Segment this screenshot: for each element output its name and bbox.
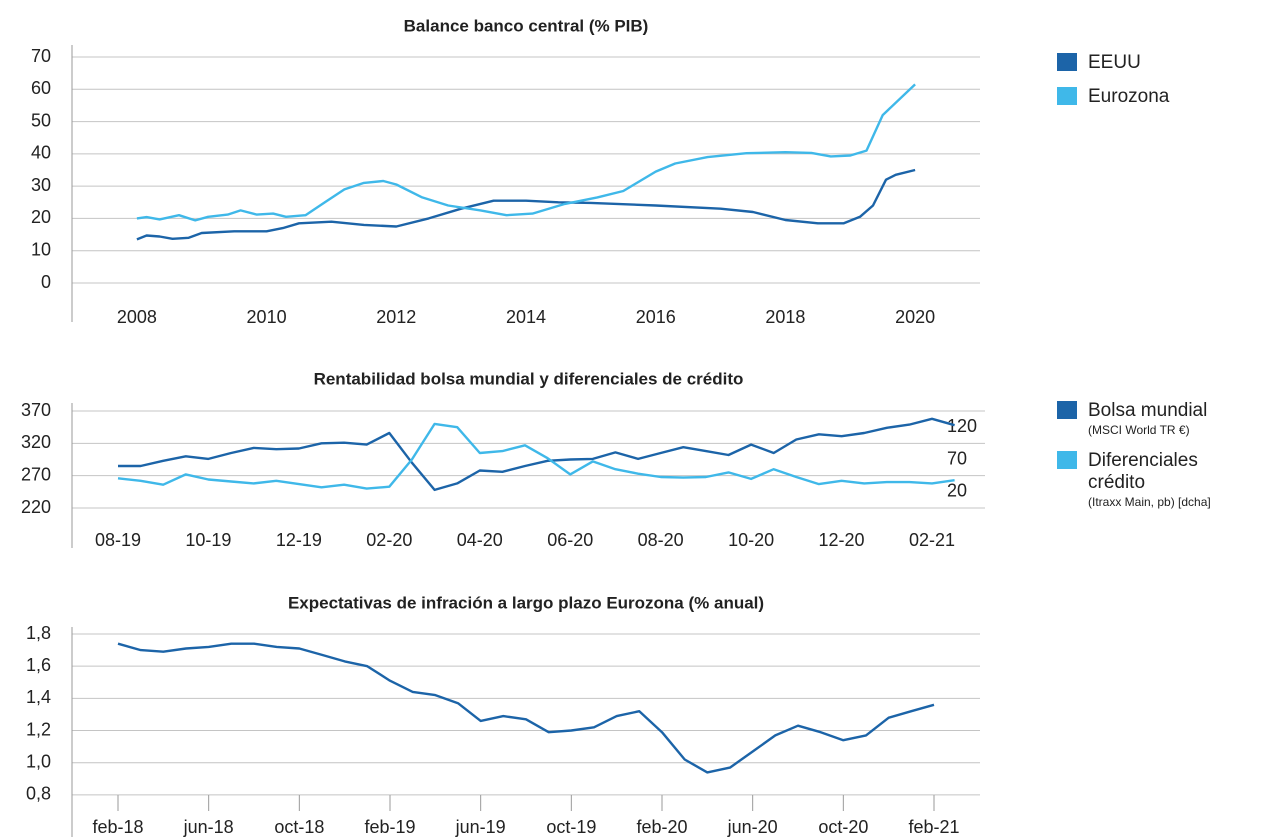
- legend-label: Eurozona: [1088, 86, 1170, 107]
- legend-item: EEUU: [1057, 52, 1257, 74]
- legend: Bolsa mundial (MSCI World TR €) Diferencia…: [1057, 400, 1257, 522]
- y2-tick-label: 70: [947, 448, 967, 468]
- x-tick-label: oct-20: [818, 817, 868, 837]
- x-tick-label: jun-20: [727, 817, 778, 837]
- series-line: [136, 168, 916, 241]
- x-tick-label: 2018: [765, 307, 805, 327]
- y-tick-label: 30: [31, 175, 51, 195]
- y-tick-label: 1,4: [26, 687, 51, 707]
- x-tick-label: 12-19: [276, 530, 322, 550]
- x-tick-label: 10-20: [728, 530, 774, 550]
- y-tick-label: 0: [41, 272, 51, 292]
- x-tick-label: jun-19: [455, 817, 506, 837]
- series-line: [117, 422, 955, 490]
- legend-item: Eurozona: [1057, 86, 1257, 108]
- x-tick-label: 2016: [636, 307, 676, 327]
- legend-swatch: [1057, 87, 1077, 105]
- x-tick-label: feb-19: [364, 817, 415, 837]
- x-tick-label: jun-18: [183, 817, 234, 837]
- legend-text: Eurozona: [1088, 86, 1228, 108]
- x-tick-label: 12-20: [819, 530, 865, 550]
- chart-title: Expectativas de infración a largo plazo …: [288, 593, 764, 612]
- legend-swatch: [1057, 451, 1077, 469]
- legend-label: Bolsa mundial: [1088, 400, 1208, 421]
- x-tick-label: feb-21: [908, 817, 959, 837]
- x-tick-label: 2010: [247, 307, 287, 327]
- series-line: [118, 417, 955, 492]
- y-tick-label: 10: [31, 239, 51, 259]
- legend-text: Bolsa mundial (MSCI World TR €): [1088, 400, 1228, 438]
- y-tick-label: 320: [21, 432, 51, 452]
- y-tick-label: 1,0: [26, 751, 51, 771]
- legend-label: Diferenciales crédito: [1088, 450, 1198, 493]
- chart-title: Rentabilidad bolsa mundial y diferencial…: [314, 369, 744, 388]
- series-line: [117, 642, 935, 774]
- y2-tick-label: 120: [947, 416, 977, 436]
- y-tick-label: 1,2: [26, 719, 51, 739]
- y-tick-label: 220: [21, 497, 51, 517]
- chart-title: Balance banco central (% PIB): [404, 16, 649, 35]
- x-tick-label: feb-18: [92, 817, 143, 837]
- x-tick-label: 02-21: [909, 530, 955, 550]
- y-tick-label: 50: [31, 110, 51, 130]
- x-tick-label: 2012: [376, 307, 416, 327]
- x-tick-label: 10-19: [185, 530, 231, 550]
- series-line: [136, 83, 916, 222]
- y-tick-label: 370: [21, 400, 51, 420]
- y2-tick-label: 20: [947, 481, 967, 501]
- legend-note: (Itraxx Main, pb) [dcha]: [1088, 495, 1211, 509]
- x-tick-label: 2014: [506, 307, 546, 327]
- legend-text: EEUU: [1088, 52, 1228, 74]
- x-tick-label: 2008: [117, 307, 157, 327]
- legend-item: Bolsa mundial (MSCI World TR €): [1057, 400, 1257, 438]
- legend: EEUU Eurozona: [1057, 52, 1257, 120]
- x-tick-label: oct-18: [274, 817, 324, 837]
- y-tick-label: 20: [31, 207, 51, 227]
- y-tick-label: 40: [31, 143, 51, 163]
- legend-note: (MSCI World TR €): [1088, 423, 1190, 437]
- legend-swatch: [1057, 401, 1077, 419]
- legend-swatch: [1057, 53, 1077, 71]
- x-tick-label: 08-19: [95, 530, 141, 550]
- x-tick-label: 2020: [895, 307, 935, 327]
- x-tick-label: 08-20: [638, 530, 684, 550]
- y-tick-label: 1,6: [26, 655, 51, 675]
- x-tick-label: 06-20: [547, 530, 593, 550]
- x-tick-label: feb-20: [636, 817, 687, 837]
- y-tick-label: 1,8: [26, 623, 51, 643]
- y-tick-label: 60: [31, 78, 51, 98]
- legend-text: Diferenciales crédito (Itraxx Main, pb) […: [1088, 450, 1228, 510]
- y-tick-label: 70: [31, 46, 51, 66]
- y-tick-label: 0,8: [26, 784, 51, 804]
- legend-label: EEUU: [1088, 52, 1141, 73]
- x-tick-label: 02-20: [366, 530, 412, 550]
- x-tick-label: 04-20: [457, 530, 503, 550]
- y-tick-label: 270: [21, 464, 51, 484]
- legend-item: Diferenciales crédito (Itraxx Main, pb) […: [1057, 450, 1257, 510]
- x-tick-label: oct-19: [546, 817, 596, 837]
